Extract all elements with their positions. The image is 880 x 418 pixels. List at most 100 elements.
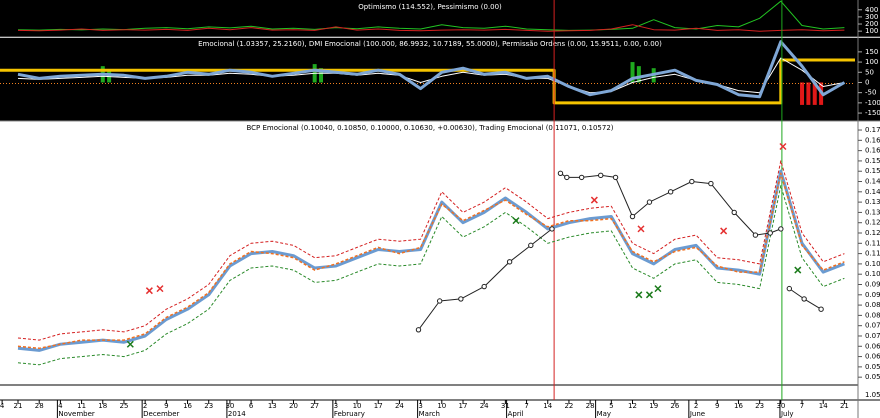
x-tick-label: 27 [310, 402, 319, 410]
signal-x [512, 217, 520, 225]
x-tick-label: 2 [143, 402, 147, 410]
x-tick-label: 21 [14, 402, 23, 410]
y-tick-label: 300 [865, 13, 878, 21]
y-tick-label: 0.085 [865, 301, 880, 309]
series-point [708, 180, 714, 187]
x-tick-label: 7 [800, 402, 804, 410]
series-point [564, 174, 570, 181]
series-line [17, 160, 845, 341]
x-tick-label: 3 [418, 402, 422, 410]
series-point [689, 178, 695, 185]
y-tick-label: 0.075 [865, 322, 880, 330]
x-tick-label: 10 [353, 402, 362, 410]
y-tick-label: 0.170 [865, 126, 880, 134]
x-tick-label: 7 [524, 402, 528, 410]
dmi-bar [812, 82, 817, 105]
x-tick-label: 2 [694, 402, 698, 410]
series-point [598, 172, 604, 179]
x-tick-label: 21 [840, 402, 849, 410]
x-tick-label: 24 [480, 402, 489, 410]
series-point [481, 283, 487, 290]
x-tick-label: 5 [609, 402, 613, 410]
dmi-bar [630, 62, 635, 83]
y-tick-label: 0.150 [865, 167, 880, 175]
y-tick-label: 100 [865, 27, 878, 35]
y-tick-label: 0.065 [865, 342, 880, 350]
signal-x [645, 291, 653, 299]
y-tick-label: 0.140 [865, 188, 880, 196]
x-tick-label: 30 [776, 402, 785, 410]
y-tick-label: 0.155 [865, 157, 880, 165]
x-tick-label: 16 [734, 402, 743, 410]
x-tick-label: 9 [164, 402, 168, 410]
y-tick-label: 50 [865, 68, 874, 76]
y-tick-label: 0.115 [865, 239, 880, 247]
x-tick-label: 4 [0, 402, 5, 410]
signal-x [126, 340, 134, 348]
x-tick-label: 30 [225, 402, 234, 410]
y-tick-label: 0.125 [865, 219, 880, 227]
x-tick-label: 18 [98, 402, 107, 410]
x-tick-label: 24 [395, 402, 404, 410]
x-tick-label: 28 [586, 402, 595, 410]
signal-x [654, 285, 662, 293]
dmi-bar [319, 68, 324, 83]
x-tick-label: 17 [374, 402, 383, 410]
subpanel-label: 1.05 [865, 391, 880, 399]
y-tick-label: 0.105 [865, 260, 880, 268]
series-line [0, 58, 855, 105]
y-tick-label: 0.135 [865, 198, 880, 206]
series-point [818, 306, 824, 312]
y-tick-label: -150 [865, 109, 880, 117]
x-tick-label: 20 [289, 402, 298, 410]
x-tick-label: 14 [819, 402, 828, 410]
series-point [415, 327, 422, 333]
x-tick-label: 9 [715, 402, 719, 410]
series-point [778, 226, 784, 232]
series-line [17, 169, 845, 352]
x-tick-label: 31 [501, 402, 510, 410]
series-point [557, 170, 564, 176]
x-tick-label: 12 [628, 402, 637, 410]
month-label: April [508, 410, 524, 418]
signal-x [156, 285, 164, 293]
y-tick-label: -100 [865, 99, 880, 107]
series-point [801, 296, 807, 302]
signal-x [779, 142, 787, 151]
x-tick-label: 13 [268, 402, 277, 410]
series-point [752, 232, 759, 238]
series-point [629, 213, 636, 220]
y-tick-label: 0.060 [865, 353, 880, 361]
series-point [549, 226, 555, 232]
series-point [767, 230, 773, 236]
y-tick-label: 0.100 [865, 270, 880, 278]
signal-x [637, 225, 645, 233]
series-point [506, 259, 513, 265]
month-label: February [334, 410, 365, 418]
series-line [17, 185, 845, 366]
series-point [612, 174, 619, 181]
series-point [786, 285, 793, 292]
month-label: June [689, 410, 705, 418]
y-tick-label: 0.130 [865, 208, 880, 216]
series-point [731, 209, 737, 216]
series-line [17, 40, 846, 99]
x-tick-label: 22 [564, 402, 573, 410]
y-tick-label: 100 [865, 58, 878, 66]
month-label: July [780, 410, 794, 418]
top-panel-bg [0, 0, 880, 37]
month-label: 2014 [228, 410, 246, 418]
x-tick-label: 6 [249, 402, 254, 410]
x-tick-label: 28 [35, 402, 44, 410]
x-tick-label: 16 [183, 402, 192, 410]
dmi-bar [800, 82, 805, 105]
x-tick-label: 19 [649, 402, 658, 410]
y-tick-label: 0.070 [865, 332, 880, 340]
y-tick-label: 0.145 [865, 178, 880, 186]
series-line [17, 0, 845, 31]
y-tick-label: 0 [865, 78, 869, 86]
x-tick-label: 11 [77, 402, 86, 410]
x-tick-label: 26 [670, 402, 679, 410]
month-label: December [143, 410, 179, 418]
